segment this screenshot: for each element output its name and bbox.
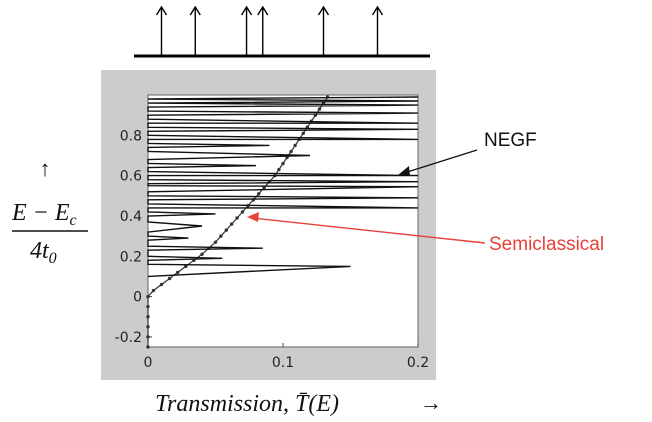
semiclassical-point bbox=[277, 167, 281, 172]
x-label: Transmission, T̄(E) bbox=[155, 391, 339, 417]
semiclassical-point bbox=[176, 270, 180, 275]
semiclassical-point bbox=[293, 143, 297, 148]
semiclassical-point bbox=[235, 216, 239, 220]
level-arrow-head bbox=[240, 5, 253, 16]
y-tick-label: 0.8 bbox=[120, 128, 142, 144]
semiclassical-point bbox=[281, 161, 285, 166]
semiclassical-point bbox=[146, 345, 150, 349]
semiclassical-point bbox=[213, 240, 218, 244]
y-tick-label: -0.2 bbox=[115, 330, 142, 346]
semiclassical-point bbox=[146, 315, 150, 319]
x-tick-label: 0.1 bbox=[272, 355, 294, 371]
y-tick-label: 0 bbox=[133, 290, 142, 306]
y-tick-label: 0.4 bbox=[120, 209, 142, 225]
semiclassical-point bbox=[301, 131, 305, 136]
level-arrow-head bbox=[257, 5, 269, 16]
semiclassical-point bbox=[146, 304, 150, 309]
semiclassical-point bbox=[317, 107, 322, 111]
y-tick-label: 0.2 bbox=[120, 249, 142, 265]
x-tick-label: 0 bbox=[144, 355, 153, 371]
semiclassical-point bbox=[167, 276, 172, 281]
semiclassical-point bbox=[159, 282, 164, 287]
axis-ticks: 0 0.1 0.2-0.200.20.40.60.8 bbox=[115, 128, 429, 371]
level-arrow-head bbox=[189, 5, 201, 16]
semiclassical-point bbox=[257, 192, 261, 196]
plot-series bbox=[146, 95, 419, 349]
negf-label: NEGF bbox=[484, 130, 537, 151]
level-arrow-head bbox=[371, 5, 384, 16]
x-tick-label: 0.2 bbox=[407, 355, 429, 371]
semiclassical-point bbox=[184, 264, 188, 269]
semiclassical-point bbox=[219, 234, 223, 238]
negf-series-line bbox=[147, 96, 419, 278]
semiclassical-pointer-head bbox=[247, 212, 259, 222]
semiclassical-point bbox=[240, 210, 245, 214]
negf-pointer bbox=[400, 149, 478, 175]
semiclassical-point bbox=[230, 222, 234, 226]
semiclassical-point bbox=[289, 149, 293, 154]
y-label-up-arrow: ↑ bbox=[40, 156, 51, 181]
semiclassical-point bbox=[151, 288, 156, 293]
semiclassical-point bbox=[146, 325, 150, 329]
semiclassical-point bbox=[224, 228, 228, 232]
level-arrow-head bbox=[155, 5, 168, 16]
semiclassical-label: Semiclassical bbox=[489, 234, 604, 255]
semiclassical-point bbox=[146, 335, 150, 339]
y-label-denominator: 4t0 bbox=[30, 238, 57, 267]
x-label-right-arrow: → bbox=[420, 390, 442, 415]
negf-pointer-head bbox=[398, 166, 410, 176]
y-tick-label: 0.6 bbox=[120, 169, 142, 185]
semiclassical-point bbox=[200, 252, 204, 256]
level-arrow-head bbox=[317, 5, 330, 16]
semiclassical-point bbox=[146, 294, 150, 299]
y-label-numerator: E − Ec bbox=[11, 200, 77, 229]
semiclassical-point bbox=[262, 186, 266, 190]
semiclassical-pointer bbox=[251, 217, 486, 244]
level-arrows bbox=[155, 5, 384, 56]
